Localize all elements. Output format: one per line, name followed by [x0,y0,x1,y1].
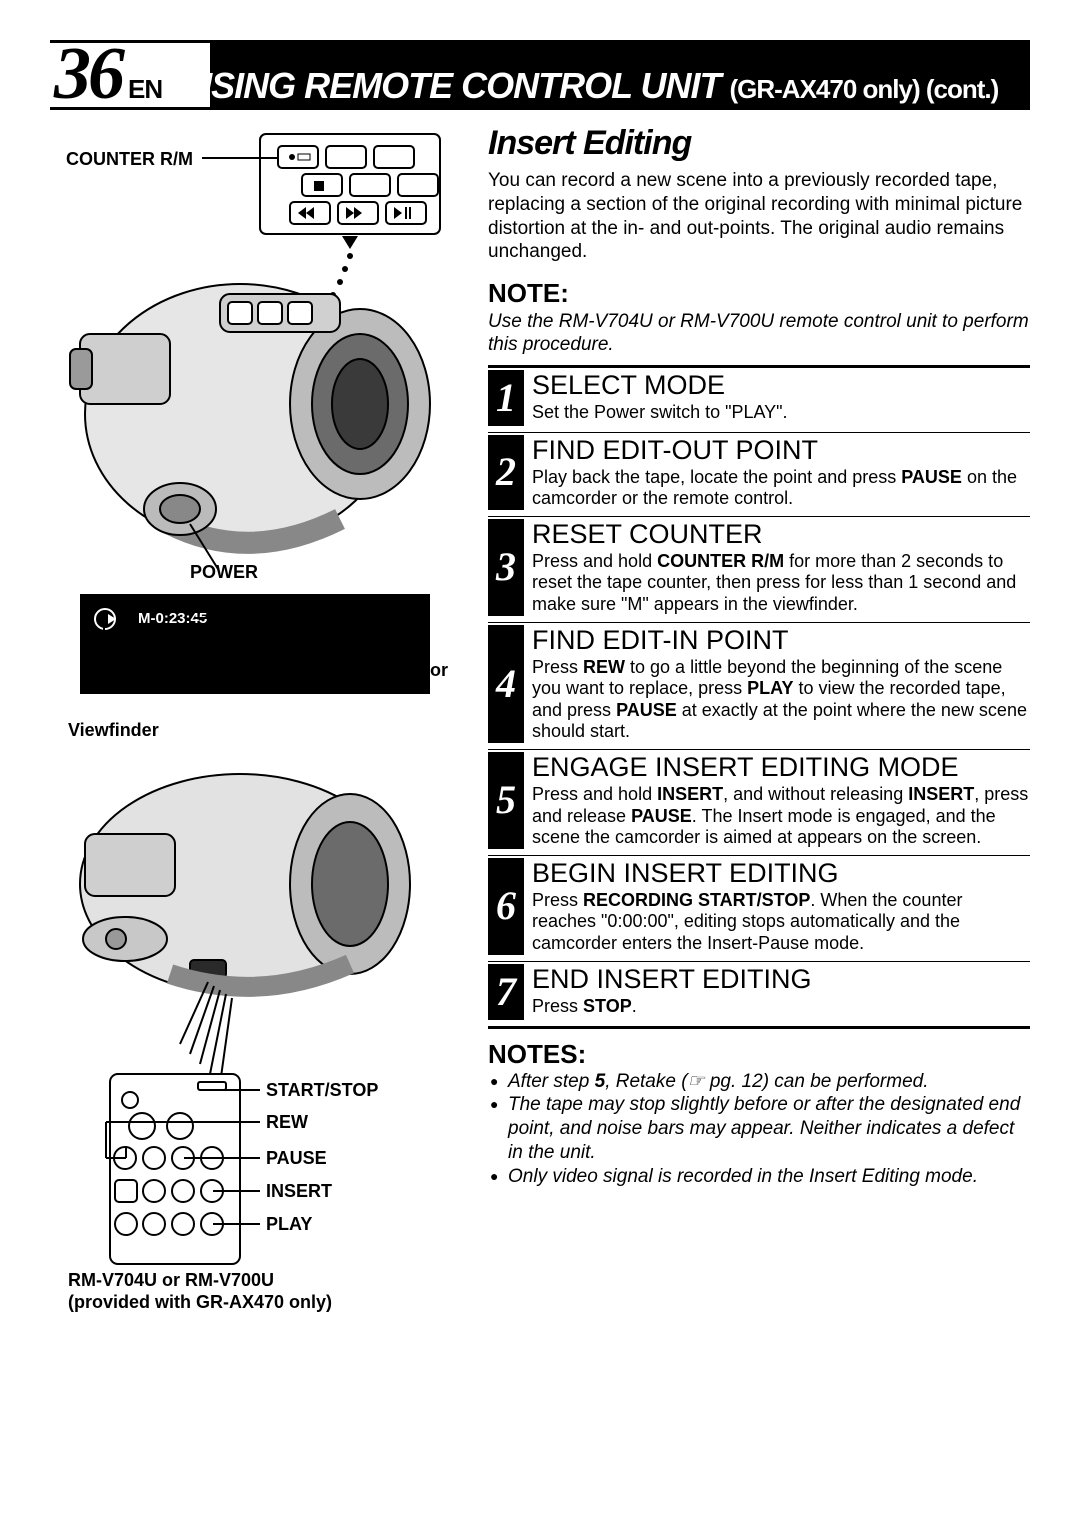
label-power: POWER [190,562,258,583]
step-2-text: Play back the tape, locate the point and… [532,467,1030,510]
page-number: 36 [54,43,122,106]
step-1: 1 SELECT MODE Set the Power switch to "P… [488,370,1030,426]
intro-text: You can record a new scene into a previo… [488,169,1030,264]
step-6-text: Press RECORDING START/STOP. When the cou… [532,890,1030,955]
step-2: 2 FIND EDIT-OUT POINT Play back the tape… [488,435,1030,510]
step-4-text: Press REW to go a little beyond the begi… [532,657,1030,743]
step-6: 6 BEGIN INSERT EDITING Press RECORDING S… [488,858,1030,955]
note-item: Only video signal is recorded in the Ins… [490,1165,1030,1189]
label-start-stop: START/STOP [266,1080,378,1101]
label-tape-counter: Tape Counter [254,606,369,627]
step-5: 5 ENGAGE INSERT EDITING MODE Press and h… [488,752,1030,849]
notes-list: After step 5, Retake (☞ pg. 12) can be p… [488,1070,1030,1189]
label-insert: INSERT [266,1181,332,1202]
note-text: Use the RM-V704U or RM-V700U remote cont… [488,311,1030,357]
note-item: After step 5, Retake (☞ pg. 12) can be p… [490,1070,1030,1094]
camcorder-remote-diagram [50,754,470,1314]
remote-caption: RM-V704U or RM-V700U (provided with GR-A… [68,1270,332,1313]
page-lang: EN [128,74,162,105]
step-3: 3 RESET COUNTER Press and hold COUNTER R… [488,519,1030,616]
label-rew: REW [266,1112,308,1133]
note-heading: NOTE: [488,278,1030,309]
camcorder-top-diagram [50,124,470,594]
section-title: Insert Editing [488,124,1030,163]
step-7-text: Press STOP. [532,996,1030,1018]
step-4: 4 FIND EDIT-IN POINT Press REW to go a l… [488,625,1030,743]
notes-heading: NOTES: [488,1039,1030,1070]
header-title: USING REMOTE CONTROL UNIT (GR-AX470 only… [186,65,998,107]
page-header: 36 EN USING REMOTE CONTROL UNIT (GR-AX47… [50,40,1030,110]
step-7: 7 END INSERT EDITING Press STOP. [488,964,1030,1020]
note-item: The tape may stop slightly before or aft… [490,1093,1030,1164]
label-pause: PAUSE [266,1148,327,1169]
label-play: PLAY [266,1214,312,1235]
step-3-text: Press and hold COUNTER R/M for more than… [532,551,1030,616]
label-insert-indicator: Insert editing indicator [254,660,448,681]
label-viewfinder: Viewfinder [68,720,159,741]
step-5-text: Press and hold INSERT, and without relea… [532,784,1030,849]
